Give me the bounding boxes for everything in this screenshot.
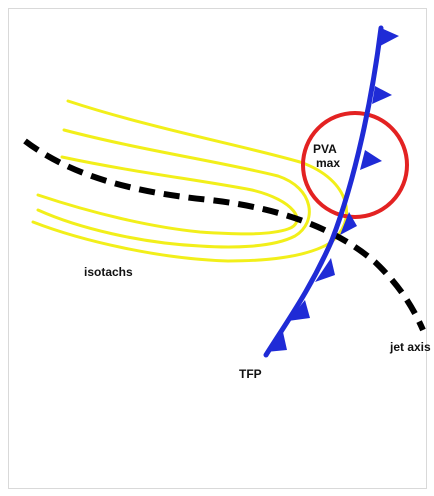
pva-label-line2: max	[316, 156, 340, 170]
front-barb	[360, 150, 382, 170]
isotachs-label: isotachs	[84, 265, 133, 279]
front-line	[263, 25, 384, 358]
pva-max-circle	[301, 111, 409, 219]
frame-border	[8, 8, 427, 489]
jet-axis-label: jet axis	[389, 340, 431, 354]
pva-label-line1: PVA	[313, 142, 337, 156]
front-barb	[266, 332, 287, 352]
jet-axis-line	[23, 138, 426, 332]
front-barb	[372, 86, 392, 104]
front-group	[263, 25, 399, 358]
front-barb	[340, 212, 357, 235]
isotachs-group	[31, 99, 348, 263]
front-barb	[380, 28, 399, 46]
front-barb	[315, 258, 335, 282]
tfp-label: TFP	[239, 367, 262, 381]
isotach-inner	[36, 155, 299, 236]
isotach-middle	[36, 128, 311, 249]
front-barb	[288, 300, 310, 321]
